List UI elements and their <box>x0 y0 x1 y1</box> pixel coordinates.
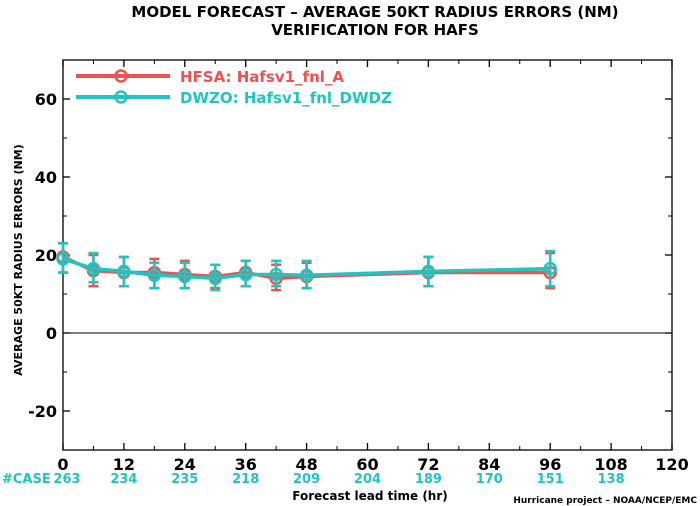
credit-text: Hurricane project – NOAA/NCEP/EMC <box>513 496 697 506</box>
case-count: 204 <box>354 472 381 487</box>
y-tick-label: -20 <box>28 402 57 421</box>
x-tick-label: 36 <box>235 455 257 474</box>
x-tick-label: 48 <box>295 455 317 474</box>
x-tick-label: 72 <box>417 455 439 474</box>
x-tick-label: 0 <box>57 455 68 474</box>
x-tick-label: 108 <box>594 455 627 474</box>
data-point <box>147 268 162 283</box>
data-point <box>117 264 131 279</box>
y-tick-label: 20 <box>35 246 57 265</box>
data-point <box>543 261 557 276</box>
case-count: 234 <box>110 472 137 487</box>
data-point <box>86 261 101 276</box>
legend-marker <box>114 69 128 83</box>
case-counts: #CASE 263 234 235 218 209 204 189 170 151 138 <box>2 472 625 487</box>
case-count: 209 <box>293 472 320 487</box>
legend-label: DWZO: Hafsv1_fnl_DWDZ <box>180 89 392 107</box>
x-tick-label: 84 <box>478 455 500 474</box>
case-label: #CASE <box>2 472 51 487</box>
data-point <box>299 268 314 283</box>
y-tick-label: 0 <box>46 324 57 343</box>
x-axis-label: Forecast lead time (hr) <box>292 489 448 503</box>
chart-subtitle: VERIFICATION FOR HAFS <box>271 21 479 39</box>
x-tick-label: 96 <box>539 455 561 474</box>
data-point <box>208 271 222 286</box>
case-count: 189 <box>415 472 442 487</box>
y-tick-label: 60 <box>35 90 57 109</box>
data-point <box>56 252 70 266</box>
case-count: 138 <box>598 472 625 487</box>
case-count: 263 <box>53 472 80 487</box>
legend: HFSA: Hafsv1_fnl_A DWZO: Hafsv1_fnl_DWDZ <box>76 68 392 107</box>
plot-area: 60 40 20 0 -20 0 12 24 36 48 60 72 84 96 108 120 <box>28 59 689 474</box>
y-tick-label: 40 <box>35 168 57 187</box>
chart-title: MODEL FORECAST – AVERAGE 50KT RADIUS ERR… <box>131 3 618 21</box>
x-tick-label: 60 <box>356 455 378 474</box>
x-tick-label: 24 <box>174 455 196 474</box>
x-tick-label: 12 <box>113 455 135 474</box>
legend-marker <box>114 90 128 104</box>
data-point <box>178 269 192 284</box>
case-count: 218 <box>232 472 259 487</box>
case-count: 235 <box>171 472 198 487</box>
y-axis-label: AVERAGE 50KT RADIUS ERRORS (NM) <box>12 144 25 375</box>
plot-frame <box>62 59 673 451</box>
x-tick-label: 120 <box>655 455 688 474</box>
data-point <box>421 264 436 279</box>
case-count: 151 <box>537 472 564 487</box>
legend-label: HFSA: Hafsv1_fnl_A <box>180 68 344 86</box>
case-count: 170 <box>476 472 503 487</box>
series-dwzo <box>56 242 557 292</box>
data-point <box>238 267 253 282</box>
data-point <box>269 267 283 282</box>
